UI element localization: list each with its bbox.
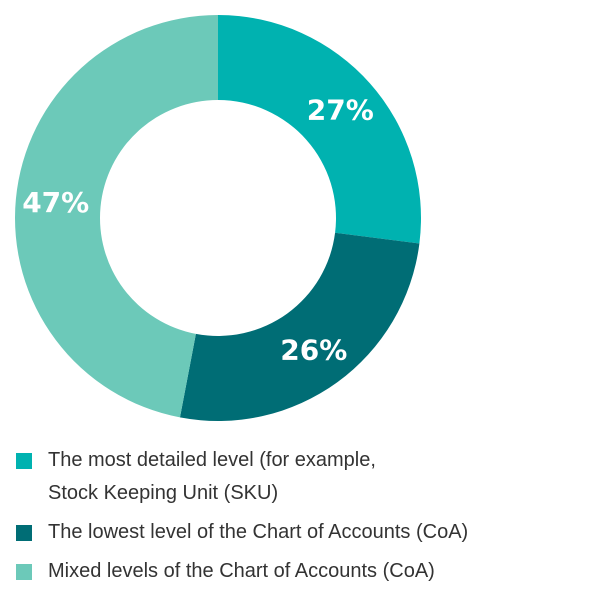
chart-legend: The most detailed level (for example, St…: [16, 444, 591, 594]
legend-label-mixed-coa: Mixed levels of the Chart of Accounts (C…: [48, 560, 435, 582]
legend-swatch-mixed-coa: [16, 564, 32, 580]
legend-label-sku-line1: The most detailed level (for example,: [48, 449, 376, 471]
slice-label-sku: 27%: [307, 94, 374, 127]
legend-item-lowest-coa: The lowest level of the Chart of Account…: [16, 516, 591, 549]
legend-swatch-sku: [16, 453, 32, 469]
slice-label-lowest-coa: 26%: [280, 333, 347, 366]
legend-swatch-lowest-coa: [16, 525, 32, 541]
legend-label-lowest-coa: The lowest level of the Chart of Account…: [48, 521, 469, 543]
slice-lowest-coa: [179, 232, 420, 421]
legend-item-mixed-coa: Mixed levels of the Chart of Accounts (C…: [16, 555, 591, 588]
legend-item-sku: The most detailed level (for example, St…: [16, 444, 591, 510]
donut-chart: 27% 26% 47%: [15, 15, 421, 421]
slice-sku: [218, 15, 421, 244]
legend-label-sku-line2: Stock Keeping Unit (SKU): [48, 482, 279, 504]
slice-mixed-coa: [15, 15, 219, 418]
slice-label-mixed-coa: 47%: [22, 186, 89, 219]
